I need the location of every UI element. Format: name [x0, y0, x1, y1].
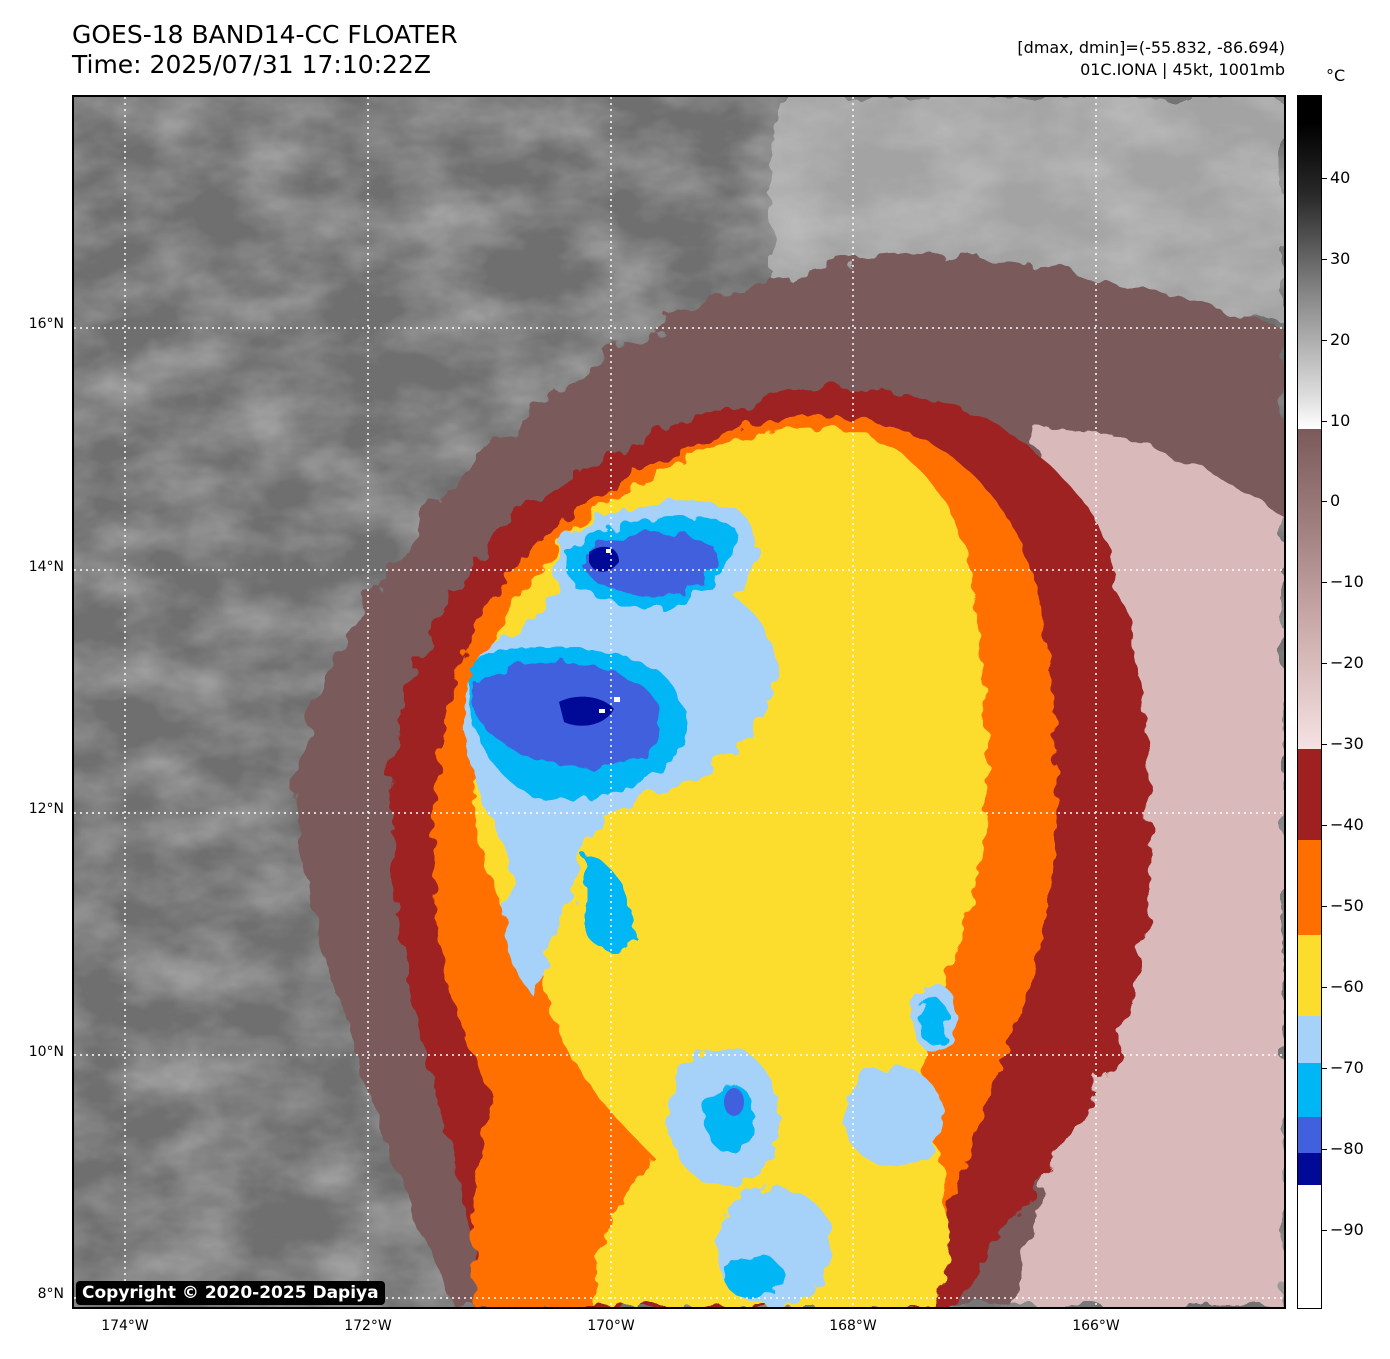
- lat-label-10n: 10°N: [28, 1044, 64, 1060]
- lat-label-14n: 14°N: [28, 559, 64, 575]
- colorbar-tick: [1322, 906, 1327, 907]
- colorbar-gray-segment: [1298, 96, 1321, 429]
- colorbar-cyan-segment: [1298, 1063, 1321, 1117]
- colorbar-white-segment: [1298, 1185, 1321, 1308]
- colorbar-label-minus40: −40: [1330, 815, 1364, 834]
- storm-info: [dmax, dmin]=(-55.832, -86.694) 01C.IONA…: [1017, 37, 1285, 81]
- title-line-1: GOES-18 BAND14-CC FLOATER: [72, 20, 458, 49]
- lon-label-174w: 174°W: [101, 1318, 149, 1334]
- title-line-2: Time: 2025/07/31 17:10:22Z: [72, 50, 431, 79]
- colorbar-tick: [1322, 501, 1327, 502]
- colorbar-tick: [1322, 744, 1327, 745]
- colorbar-tick: [1322, 259, 1327, 260]
- colorbar-tick: [1322, 421, 1327, 422]
- lon-label-168w: 168°W: [829, 1318, 877, 1334]
- colorbar-tick: [1322, 582, 1327, 583]
- colorbar-tick: [1322, 825, 1327, 826]
- colorbar-navy-segment: [1298, 1153, 1321, 1185]
- temperature-colorbar: [1297, 95, 1322, 1309]
- colorbar-label-minus20: −20: [1330, 653, 1364, 672]
- graticule: [74, 97, 1284, 1307]
- lon-label-172w: 172°W: [344, 1318, 392, 1334]
- colorbar-tick: [1322, 340, 1327, 341]
- colorbar-label-minus70: −70: [1330, 1058, 1364, 1077]
- colorbar-tick: [1322, 1068, 1327, 1069]
- colorbar-label-minus60: −60: [1330, 977, 1364, 996]
- storm-name-text: 01C.IONA | 45kt, 1001mb: [1080, 60, 1285, 79]
- lon-label-166w: 166°W: [1072, 1318, 1120, 1334]
- lat-label-16n: 16°N: [28, 316, 64, 332]
- colorbar-light-blue-segment: [1298, 1016, 1321, 1063]
- colorbar-tick: [1322, 178, 1327, 179]
- colorbar-mauve-segment: [1298, 429, 1321, 749]
- colorbar-dark-red-segment: [1298, 749, 1321, 840]
- colorbar-label-30: 30: [1330, 249, 1351, 268]
- colorbar-yellow-segment: [1298, 935, 1321, 1016]
- colorbar-label-minus50: −50: [1330, 896, 1364, 915]
- colorbar-label-minus10: −10: [1330, 572, 1364, 591]
- lon-label-170w: 170°W: [587, 1318, 635, 1334]
- colorbar-tick: [1322, 1149, 1327, 1150]
- colorbar-label-minus30: −30: [1330, 734, 1364, 753]
- colorbar-royal-blue-segment: [1298, 1117, 1321, 1153]
- colorbar-orange-segment: [1298, 840, 1321, 935]
- map-title: GOES-18 BAND14-CC FLOATER Time: 2025/07/…: [72, 20, 458, 80]
- colorbar-tick: [1322, 987, 1327, 988]
- colorbar-tick: [1322, 1230, 1327, 1231]
- satellite-imagery: [74, 97, 1284, 1307]
- colorbar-label-minus90: −90: [1330, 1220, 1364, 1239]
- colorbar-label-0: 0: [1330, 491, 1341, 510]
- lat-label-8n: 8°N: [37, 1286, 64, 1302]
- colorbar-label-20: 20: [1330, 330, 1351, 349]
- data-range-text: [dmax, dmin]=(-55.832, -86.694): [1017, 38, 1285, 57]
- colorbar-label-minus80: −80: [1330, 1139, 1364, 1158]
- colorbar-unit: °C: [1326, 66, 1346, 85]
- satellite-map: Copyright © 2020-2025 Dapiya: [72, 95, 1286, 1309]
- colorbar-label-40: 40: [1330, 168, 1351, 187]
- colorbar-tick: [1322, 663, 1327, 664]
- copyright-badge: Copyright © 2020-2025 Dapiya: [76, 1281, 385, 1305]
- lat-label-12n: 12°N: [28, 801, 64, 817]
- colorbar-label-10: 10: [1330, 411, 1351, 430]
